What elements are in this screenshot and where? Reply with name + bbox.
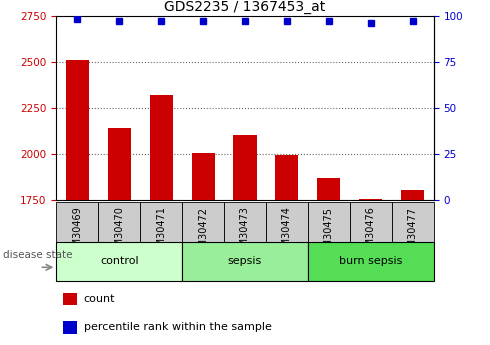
FancyBboxPatch shape (392, 202, 434, 242)
FancyBboxPatch shape (98, 202, 140, 242)
Bar (318, 178, 341, 200)
FancyBboxPatch shape (56, 241, 182, 281)
Bar (63, 321, 77, 334)
Bar (192, 153, 215, 200)
Text: GSM30475: GSM30475 (324, 207, 334, 259)
Bar (149, 95, 172, 200)
Text: GSM30476: GSM30476 (366, 207, 376, 259)
Text: disease state: disease state (3, 250, 73, 260)
FancyBboxPatch shape (266, 202, 308, 242)
Bar (63, 293, 77, 305)
Text: GSM30469: GSM30469 (73, 207, 82, 259)
FancyBboxPatch shape (350, 202, 392, 242)
FancyBboxPatch shape (224, 202, 266, 242)
Bar (108, 128, 131, 200)
Text: GSM30471: GSM30471 (156, 207, 166, 259)
Bar (66, 60, 89, 200)
FancyBboxPatch shape (140, 202, 182, 242)
FancyBboxPatch shape (308, 241, 434, 281)
Bar (359, 199, 382, 200)
FancyBboxPatch shape (56, 202, 98, 242)
Text: GSM30470: GSM30470 (114, 207, 124, 259)
Title: GDS2235 / 1367453_at: GDS2235 / 1367453_at (164, 0, 326, 14)
Text: count: count (83, 294, 115, 304)
Bar (233, 135, 257, 200)
Bar (275, 155, 298, 200)
FancyBboxPatch shape (182, 202, 224, 242)
Text: GSM30472: GSM30472 (198, 207, 208, 259)
Text: sepsis: sepsis (228, 256, 262, 266)
Text: GSM30473: GSM30473 (240, 207, 250, 259)
Bar (401, 190, 424, 200)
Text: control: control (100, 256, 139, 266)
Text: GSM30474: GSM30474 (282, 207, 292, 259)
FancyBboxPatch shape (308, 202, 350, 242)
Text: percentile rank within the sample: percentile rank within the sample (83, 322, 271, 332)
FancyBboxPatch shape (182, 241, 308, 281)
Text: GSM30477: GSM30477 (408, 207, 417, 259)
Text: burn sepsis: burn sepsis (339, 256, 402, 266)
